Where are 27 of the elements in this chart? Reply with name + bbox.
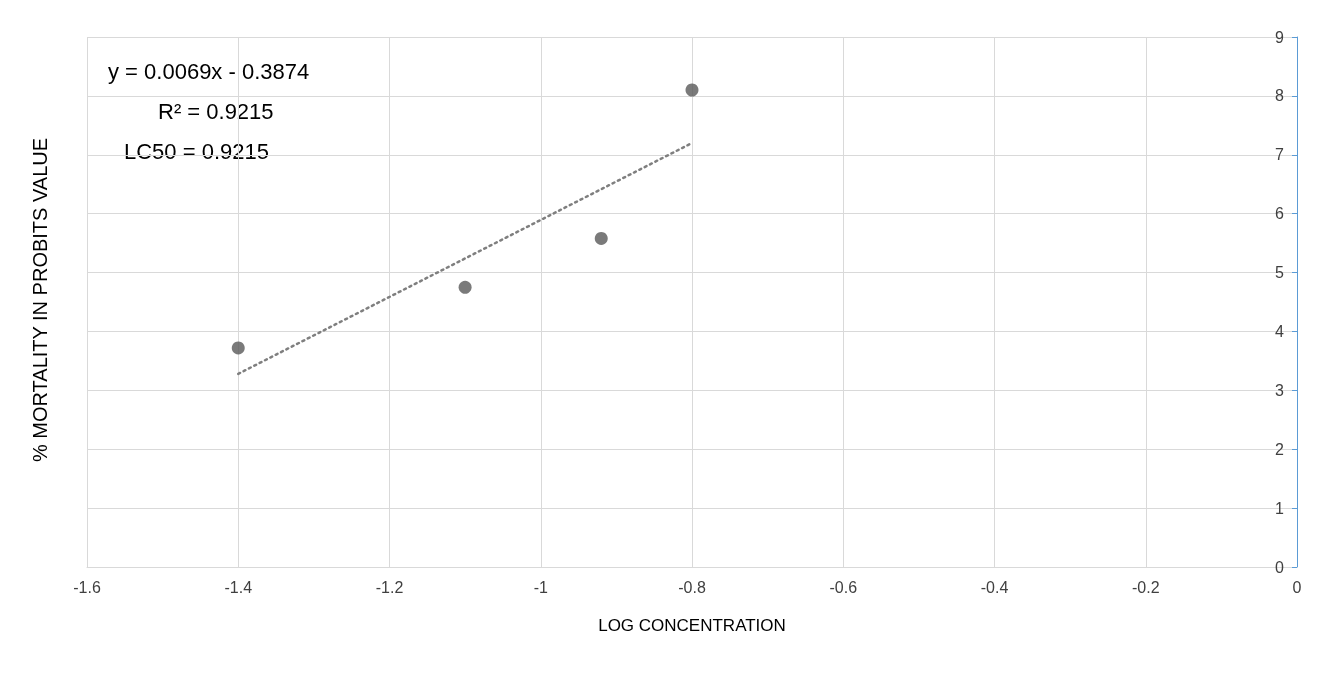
y-tick-label: 7: [1275, 146, 1284, 164]
x-tick-label: -1: [533, 578, 548, 596]
y-tick-label: 8: [1275, 87, 1284, 105]
y-tick-label: 5: [1275, 264, 1284, 282]
x-tick-label: -0.8: [678, 578, 706, 596]
y-tick-label: 1: [1275, 499, 1284, 517]
x-tick-label: -1.2: [375, 578, 404, 596]
point: [685, 83, 699, 97]
x-tick-label: -1.4: [224, 578, 253, 596]
y-tick-label: 3: [1275, 381, 1284, 399]
point: [231, 341, 245, 355]
point: [458, 280, 472, 294]
x-tick-label: -0.2: [1131, 578, 1160, 596]
x-tick-label: -0.4: [980, 578, 1009, 596]
point: [594, 231, 608, 245]
y-tick-label: 2: [1275, 440, 1284, 458]
x-tick-label: 0: [1292, 578, 1302, 596]
annotation: y = 0.0069x - 0.3874: [108, 58, 310, 84]
annotation: R² = 0.9215: [158, 98, 274, 124]
y-tick-label: 9: [1275, 28, 1284, 46]
x-axis-title: LOG CONCENTRATION: [598, 616, 786, 635]
y-tick-label: 4: [1275, 322, 1284, 340]
y-tick-label: 6: [1275, 205, 1284, 223]
y-tick-label: 0: [1275, 558, 1284, 576]
y-axis-title: % MORTALITY IN PROBITS VALUE: [29, 137, 51, 463]
x-tick-label: -1.6: [73, 578, 101, 596]
x-tick-label: -0.6: [829, 578, 858, 596]
